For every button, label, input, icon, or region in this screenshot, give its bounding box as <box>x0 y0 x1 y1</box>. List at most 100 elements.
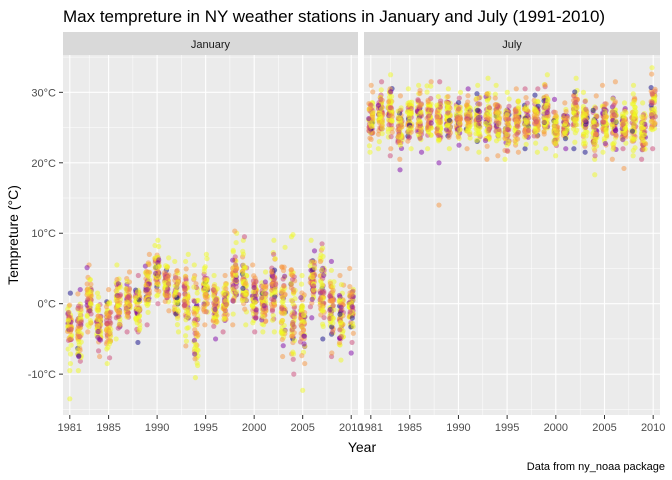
x-tick-label: 2005 <box>592 422 616 434</box>
data-point <box>183 274 189 280</box>
data-point <box>571 146 577 152</box>
data-point <box>591 139 597 146</box>
data-point <box>311 265 318 271</box>
data-point <box>243 297 249 303</box>
data-point <box>103 304 110 310</box>
data-point <box>395 127 401 133</box>
data-point <box>425 146 431 152</box>
data-point-outlier <box>348 350 354 356</box>
y-tick-label: 30°C <box>31 87 56 99</box>
data-point <box>571 106 577 112</box>
data-point <box>415 97 421 103</box>
data-point <box>309 315 315 321</box>
data-point <box>271 251 277 257</box>
data-point <box>582 98 588 105</box>
data-point <box>350 330 356 336</box>
data-point <box>486 126 492 132</box>
data-point <box>298 281 305 287</box>
data-point <box>88 288 94 295</box>
data-point <box>533 128 539 134</box>
data-point <box>476 129 482 135</box>
data-point <box>134 289 141 295</box>
data-point <box>269 268 275 274</box>
data-point <box>107 355 113 361</box>
data-point <box>191 284 197 290</box>
data-point <box>154 287 160 293</box>
data-point <box>349 291 355 297</box>
data-point <box>428 79 434 85</box>
data-point <box>464 117 470 123</box>
data-point <box>630 153 636 159</box>
data-point <box>292 311 298 317</box>
data-point <box>552 109 558 115</box>
data-point <box>183 258 189 265</box>
data-point <box>641 132 647 138</box>
data-point <box>347 309 353 315</box>
y-tick-label: 10°C <box>31 228 56 240</box>
x-tick-label: 2000 <box>242 422 266 434</box>
data-point <box>385 129 391 135</box>
data-point-outlier <box>436 202 442 208</box>
data-point <box>76 353 82 360</box>
data-point <box>195 362 201 369</box>
data-point <box>445 129 451 135</box>
data-point <box>474 91 480 97</box>
data-point <box>262 279 268 285</box>
data-point <box>629 101 636 107</box>
data-point <box>329 329 335 335</box>
data-point <box>467 135 473 141</box>
data-point <box>650 146 656 152</box>
data-point <box>145 309 151 315</box>
data-point <box>230 297 236 303</box>
data-point <box>533 140 539 146</box>
data-point <box>417 130 424 136</box>
data-point <box>191 320 197 326</box>
data-point <box>504 142 510 148</box>
data-point <box>629 134 635 141</box>
data-point <box>117 292 124 298</box>
data-point <box>114 262 120 268</box>
data-point <box>185 251 191 257</box>
data-point <box>262 291 268 297</box>
data-point <box>192 375 199 381</box>
data-point <box>84 265 90 271</box>
data-point <box>475 115 481 121</box>
data-point <box>396 132 402 139</box>
data-point <box>301 333 308 339</box>
data-point <box>493 138 500 144</box>
data-point <box>630 116 636 123</box>
data-point <box>446 134 452 140</box>
data-point <box>611 112 617 118</box>
data-point <box>582 118 588 124</box>
data-point <box>482 137 489 144</box>
data-point <box>603 101 609 107</box>
data-point <box>445 110 451 116</box>
data-point <box>407 124 413 131</box>
data-point <box>464 146 470 152</box>
data-point <box>67 302 73 308</box>
data-point <box>603 126 609 132</box>
data-point <box>115 325 121 331</box>
data-point <box>338 304 344 310</box>
data-point <box>213 318 219 324</box>
data-point <box>583 106 589 112</box>
data-point <box>144 286 151 293</box>
data-point <box>95 328 101 335</box>
data-point <box>309 296 315 302</box>
data-point <box>563 108 569 115</box>
data-point <box>174 322 181 328</box>
data-point <box>514 123 520 129</box>
points-july <box>366 65 658 208</box>
data-point <box>620 117 626 123</box>
data-point-outlier <box>232 228 238 234</box>
data-point <box>88 281 94 287</box>
data-point <box>541 115 547 121</box>
x-tick-label: 1990 <box>446 422 470 434</box>
data-point <box>620 121 626 127</box>
data-point <box>95 303 101 309</box>
data-point <box>611 102 617 108</box>
data-point <box>639 114 645 120</box>
data-point-outlier <box>67 368 73 374</box>
data-point <box>543 104 549 110</box>
data-point <box>95 348 102 354</box>
